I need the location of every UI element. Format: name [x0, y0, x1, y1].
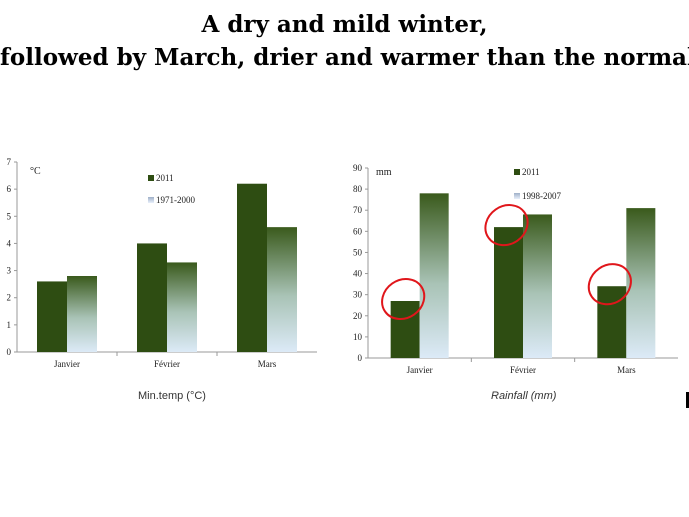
x-tick-label: Février [510, 365, 536, 375]
y-tick-label: 50 [353, 247, 363, 257]
y-tick-label: 6 [7, 184, 12, 194]
x-tick-label: Janvier [407, 365, 433, 375]
x-tick-label: Mars [617, 365, 636, 375]
bar-2011-Janvier [37, 281, 67, 352]
legend-swatch [148, 175, 154, 181]
unit-label: °C [30, 166, 41, 177]
min-temp-chart: 0 1 2 3 4 5 6 7 °C Janvier Février Mars 2011 1971-200… [7, 157, 317, 369]
y-tick-label: 90 [353, 163, 363, 173]
y-tick-label: 10 [353, 332, 363, 342]
y-tick-label: 70 [353, 205, 363, 215]
min-temp-caption: Min.temp (°C) [138, 390, 206, 402]
y-tick-label: 20 [353, 311, 363, 321]
y-tick-label: 30 [353, 290, 363, 300]
bar-2011-Février [494, 227, 523, 358]
slide-title: A dry and mild winter, followed by March… [0, 8, 689, 74]
annotation-circle [587, 263, 632, 306]
y-tick-label: 3 [7, 266, 12, 276]
legend-label: 1998-2007 [522, 191, 561, 201]
y-tick-label: 2 [7, 293, 12, 303]
legend-swatch [514, 169, 520, 175]
y-tick-label: 4 [7, 238, 12, 248]
y-tick-label: 80 [353, 184, 363, 194]
legend-label: 1971-2000 [156, 195, 195, 205]
unit-label: mm [376, 167, 392, 178]
legend-swatch [148, 197, 154, 203]
edge-mark [686, 392, 689, 408]
y-tick-label: 7 [7, 157, 12, 167]
y-tick-label: 0 [7, 347, 12, 357]
bar-1971-2000-Mars [267, 227, 297, 352]
x-tick-label: Mars [258, 359, 277, 369]
title-line-1: A dry and mild winter, [201, 11, 488, 38]
legend-swatch [514, 193, 520, 199]
legend-label: 2011 [156, 173, 174, 183]
x-tick-label: Février [154, 359, 180, 369]
bar-1971-2000-Janvier [67, 276, 97, 352]
bar-1998-2007-Février [523, 214, 552, 358]
y-tick-label: 60 [353, 226, 363, 236]
bar-2011-Mars [237, 183, 267, 352]
legend-label: 2011 [522, 167, 540, 177]
bar-2011-Février [137, 243, 167, 352]
bar-2011-Mars [597, 286, 627, 358]
rainfall-caption: Rainfall (mm) [491, 390, 557, 402]
x-tick-label: Janvier [54, 359, 80, 369]
y-tick-label: 40 [353, 269, 363, 279]
title-line-2: followed by March, drier and warmer than… [0, 44, 689, 71]
y-tick-label: 5 [7, 211, 12, 221]
bar-1998-2007-Janvier [419, 193, 449, 358]
y-tick-label: 0 [358, 353, 363, 363]
annotation-circle [484, 204, 529, 247]
bar-2011-Janvier [390, 301, 420, 358]
y-tick-label: 1 [7, 320, 12, 330]
bar-1971-2000-Février [167, 262, 197, 352]
rainfall-chart: 0 10 20 30 40 50 60 70 80 90 mm Janvier Février Mars 2… [353, 163, 678, 375]
annotation-circle [381, 277, 426, 321]
